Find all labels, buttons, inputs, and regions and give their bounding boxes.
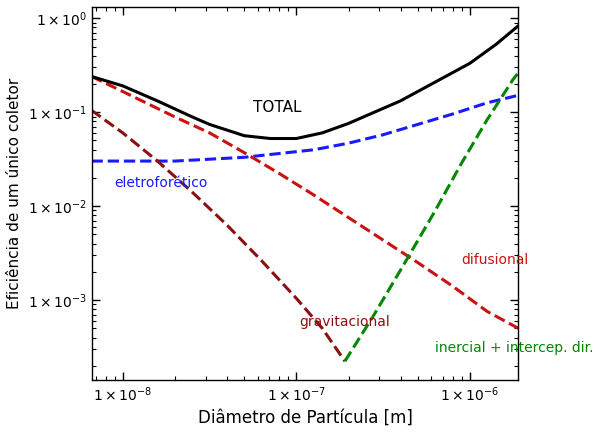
Text: eletroforético: eletroforético	[114, 176, 207, 191]
Y-axis label: Eficiência de um único coletor: Eficiência de um único coletor	[7, 78, 22, 309]
Text: inercial + intercep. dir.: inercial + intercep. dir.	[435, 341, 593, 355]
Text: gravitacional: gravitacional	[300, 316, 390, 329]
Text: TOTAL: TOTAL	[253, 100, 301, 115]
Text: difusional: difusional	[461, 253, 529, 267]
X-axis label: Diâmetro de Partícula [m]: Diâmetro de Partícula [m]	[198, 409, 412, 427]
